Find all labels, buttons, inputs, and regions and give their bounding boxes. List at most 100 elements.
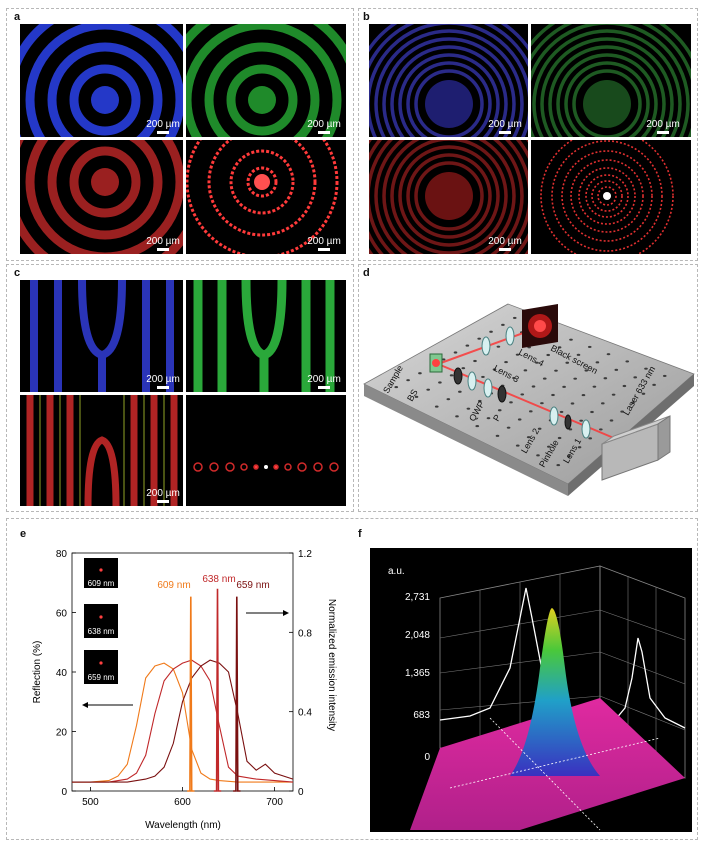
table-hole xyxy=(652,383,656,386)
inset-659-label: 659 nm xyxy=(88,673,115,682)
table-hole xyxy=(529,410,533,413)
panel-c-green-fork xyxy=(186,280,346,392)
y-tick-label: 80 xyxy=(56,549,68,560)
y2-tick-label: 1.2 xyxy=(298,549,312,560)
f-tick-1365: 1,365 xyxy=(405,668,430,679)
table-hole xyxy=(622,384,627,388)
panel-e-label: e xyxy=(20,528,27,540)
table-hole xyxy=(570,402,575,405)
table-hole xyxy=(481,375,485,379)
panel-b-blue-rings xyxy=(369,24,528,137)
scale-bar-a4: 200 µm xyxy=(301,236,347,251)
table-hole xyxy=(526,436,531,439)
y2-tick-label: 0 xyxy=(298,787,304,798)
table-hole xyxy=(473,359,477,363)
panel-a-red-rings xyxy=(20,140,183,254)
y2-tick-label: 0.4 xyxy=(298,708,312,719)
table-hole xyxy=(609,419,614,422)
table-hole xyxy=(611,393,616,396)
scale-bar-a1: 200 µm xyxy=(140,119,186,134)
table-hole xyxy=(438,381,442,384)
table-hole xyxy=(557,436,562,440)
y-tick-label: 0 xyxy=(61,787,67,798)
x-tick-label: 600 xyxy=(174,797,191,808)
table-hole xyxy=(559,410,564,414)
table-hole xyxy=(536,454,540,457)
panel-b-emission-rings xyxy=(531,140,691,254)
table-hole xyxy=(441,358,446,361)
f-unit: a.u. xyxy=(388,566,405,577)
table-hole xyxy=(573,377,577,380)
table-hole xyxy=(588,437,592,440)
panel-d-label: d xyxy=(363,267,370,279)
table-hole xyxy=(418,372,422,375)
table-hole xyxy=(569,338,573,341)
table-hole xyxy=(662,374,667,378)
table-hole xyxy=(414,395,419,398)
label-p: P xyxy=(491,413,503,423)
panel-b-frame xyxy=(358,8,698,261)
f-tick-2048: 2,048 xyxy=(405,630,430,641)
inset-638-label: 638 nm xyxy=(88,627,115,636)
table-hole xyxy=(501,323,505,326)
table-hole xyxy=(434,405,439,408)
table-hole xyxy=(641,392,646,395)
scale-bar-b3: 200 µm xyxy=(482,236,528,251)
table-hole xyxy=(540,402,544,405)
table-hole xyxy=(512,376,516,380)
table-hole xyxy=(601,402,605,405)
table-hole xyxy=(633,376,637,379)
inset-659 xyxy=(84,650,118,684)
table-hole xyxy=(595,361,600,364)
table-hole xyxy=(620,410,624,413)
table-hole xyxy=(567,455,571,458)
table-hole xyxy=(546,353,550,357)
panel-b-green-rings xyxy=(531,24,691,137)
table-hole xyxy=(496,345,501,348)
table-hole xyxy=(565,361,570,364)
panel-a-green-rings xyxy=(186,24,346,137)
scale-bar-b1: 200 µm xyxy=(640,119,686,134)
table-hole xyxy=(590,410,594,414)
table-hole xyxy=(531,385,536,388)
y-tick-label: 20 xyxy=(56,728,68,739)
panel-a-frame xyxy=(6,8,354,261)
x-tick-label: 500 xyxy=(82,797,99,808)
panel-c-blue-fork xyxy=(20,280,183,392)
table-hole xyxy=(515,444,520,447)
scale-bar-a3: 200 µm xyxy=(140,236,186,251)
scale-bar-c2: 200 µm xyxy=(301,374,347,389)
y-tick-label: 40 xyxy=(56,668,68,679)
peak-label-638: 638 nm xyxy=(202,574,235,585)
table-hole xyxy=(495,434,500,437)
reflection-curve-2 xyxy=(72,659,294,783)
table-hole xyxy=(581,393,586,397)
table-hole xyxy=(492,368,497,371)
panel-b-label: b xyxy=(363,11,370,23)
table-hole xyxy=(584,369,589,372)
optical-setup-diagram: Black screen Lens 4 Lens 3 Sample BS QWP… xyxy=(363,303,695,496)
table-hole xyxy=(520,393,525,396)
table-hole xyxy=(537,427,542,430)
panel-c-label: c xyxy=(14,267,21,279)
table-hole xyxy=(449,374,454,377)
f-tick-0: 0 xyxy=(424,752,430,763)
table-hole xyxy=(497,409,502,412)
panel-a-blue-rings xyxy=(20,24,183,137)
table-hole xyxy=(509,401,513,404)
table-hole xyxy=(554,369,558,372)
table-hole xyxy=(466,407,471,410)
inset-638 xyxy=(84,604,118,638)
table-hole xyxy=(512,316,517,320)
panel-f-label: f xyxy=(358,528,362,540)
table-hole xyxy=(446,398,451,401)
table-hole xyxy=(606,353,611,356)
y-tick-label: 60 xyxy=(56,609,68,620)
x-axis-label: Wavelength (nm) xyxy=(145,820,221,831)
panel-a-emission-rings xyxy=(186,140,346,254)
panel-a-label: a xyxy=(14,11,21,23)
table-hole xyxy=(577,446,582,449)
table-hole xyxy=(535,361,539,364)
table-hole xyxy=(599,428,603,431)
scale-bar-c3: 200 µm xyxy=(140,488,186,503)
